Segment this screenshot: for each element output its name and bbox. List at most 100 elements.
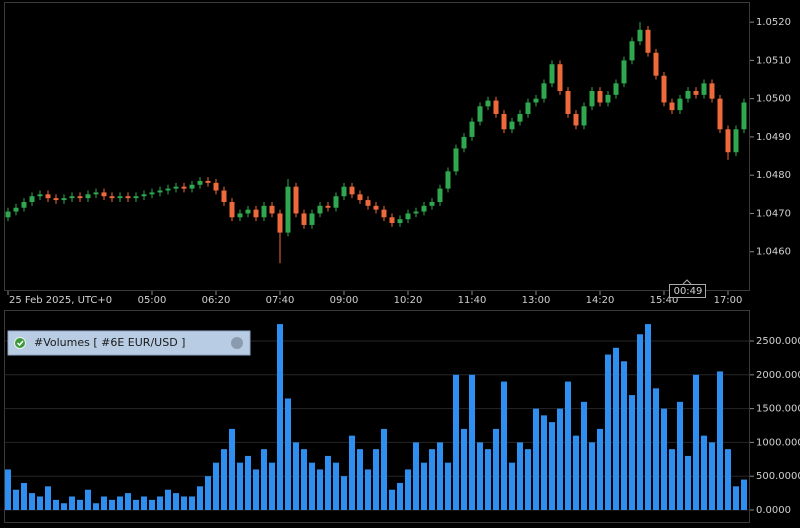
volume-bar (717, 371, 723, 510)
volume-bar (445, 462, 451, 510)
candle-body (725, 129, 731, 153)
candle-body (109, 196, 115, 199)
candle-body (205, 180, 211, 183)
candle-body (589, 91, 595, 107)
volume-bar (181, 496, 187, 510)
candle-body (445, 171, 451, 189)
candle-body (661, 75, 667, 103)
volume-bar (741, 479, 747, 510)
x-tick-label: 05:00 (138, 295, 167, 306)
legend-title: #Volumes [ #6E EUR/USD ] (34, 336, 185, 349)
candle-body (621, 60, 627, 84)
y-tick-label: 2000.0000 (756, 370, 800, 381)
candle-body (13, 207, 19, 212)
volume-bar (557, 408, 563, 510)
volume-bar (501, 381, 507, 510)
candle-body (509, 121, 515, 130)
candle-body (469, 121, 475, 137)
candle-body (93, 192, 99, 195)
y-tick-label: 1.0460 (756, 247, 791, 258)
candle-body (349, 186, 355, 195)
candle-body (77, 196, 83, 199)
volume-bar (653, 388, 659, 510)
y-tick-label: 1.0520 (756, 17, 791, 28)
candle-body (597, 91, 603, 103)
candle-body (53, 198, 59, 201)
candle-body (701, 83, 707, 95)
volume-bar (93, 503, 99, 510)
volume-bar (197, 486, 203, 510)
volume-bar (221, 449, 227, 510)
volume-bar (437, 442, 443, 510)
candle-body (373, 205, 379, 210)
candle-body (517, 113, 523, 122)
volume-bar (141, 496, 147, 510)
candle-body (213, 182, 219, 191)
volume-bar (237, 462, 243, 510)
volume-bar (173, 493, 179, 510)
x-tick-label: 25 Feb 2025, UTC+0 (9, 295, 112, 306)
candle-body (645, 29, 651, 53)
volume-bar (629, 395, 635, 510)
candle-body (733, 129, 739, 153)
volume-bar (549, 422, 555, 510)
volume-bar (37, 496, 43, 510)
candle-body (45, 194, 51, 199)
volume-bar (565, 381, 571, 510)
x-tick-label: 09:00 (330, 295, 359, 306)
candle-body (573, 113, 579, 126)
volume-bar (693, 374, 699, 510)
x-tick-label: 15:40 (650, 295, 679, 306)
candle-body (397, 219, 403, 224)
volume-bar (309, 462, 315, 510)
volume-bar (365, 469, 371, 510)
x-tick-label: 11:40 (458, 295, 487, 306)
legend[interactable]: #Volumes [ #6E EUR/USD ] (7, 330, 251, 356)
countdown-text: 00:49 (674, 286, 703, 297)
volume-bar (613, 347, 619, 510)
candle-body (173, 186, 179, 189)
candle-body (85, 194, 91, 199)
volume-bar (245, 455, 251, 510)
candle-body (333, 196, 339, 208)
volume-bar (405, 469, 411, 510)
volume-bar (469, 374, 475, 510)
candle-body (429, 201, 435, 206)
volume-bar (293, 442, 299, 510)
candle-body (277, 213, 283, 233)
volume-bar (101, 496, 107, 510)
volume-bar (397, 482, 403, 510)
candle-body (325, 205, 331, 208)
settings-icon[interactable] (231, 337, 243, 349)
candle-body (541, 83, 547, 99)
volume-bar (485, 449, 491, 510)
candle-body (685, 91, 691, 99)
volume-bar (533, 408, 539, 510)
volume-bar (21, 482, 27, 510)
volume-bar (117, 496, 123, 510)
candle-body (669, 102, 675, 111)
volume-bar (53, 499, 59, 510)
candle-body (533, 98, 539, 103)
volume-bar (277, 324, 283, 510)
volume-bar (269, 462, 275, 510)
candle-body (549, 64, 555, 84)
candle-body (525, 102, 531, 114)
y-tick-label: 1.0490 (756, 132, 791, 143)
volume-bar (733, 486, 739, 510)
volume-bar (453, 374, 459, 510)
countdown-pointer (682, 279, 692, 285)
x-tick-label: 14:20 (586, 295, 615, 306)
candle-body (365, 200, 371, 206)
volume-bar (637, 334, 643, 510)
volume-bar (677, 401, 683, 510)
candle-body (565, 91, 571, 114)
volume-bar (165, 489, 171, 510)
legend-box (7, 330, 251, 356)
candle-body (157, 190, 163, 193)
candle-body (133, 196, 139, 199)
countdown-frame (669, 284, 706, 298)
volume-bar (157, 496, 163, 510)
candle-body (101, 192, 107, 197)
